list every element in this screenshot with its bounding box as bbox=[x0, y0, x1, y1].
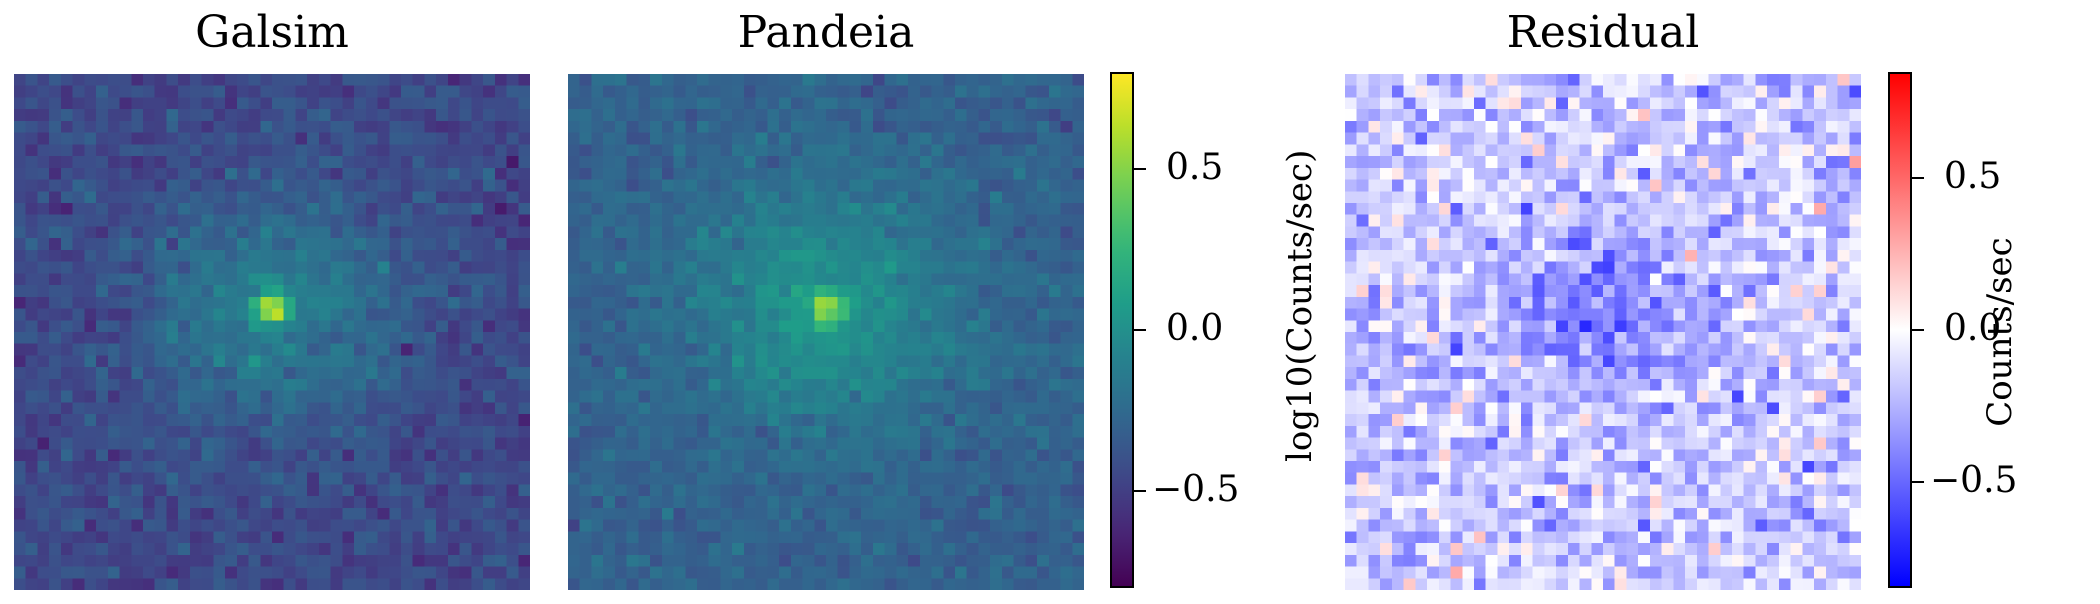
colorbar-tick-label: 0.0 bbox=[1166, 308, 1224, 349]
residual-heatmap bbox=[1345, 74, 1861, 590]
colorbar-tick bbox=[1912, 177, 1924, 180]
galsim-heatmap bbox=[14, 74, 530, 590]
residual-colorbar bbox=[1888, 72, 1912, 588]
residual-image bbox=[1345, 74, 1861, 590]
galsim-image bbox=[14, 74, 530, 590]
colorbar-tick-label: −0.5 bbox=[1930, 459, 2018, 501]
viridis-colorbar-label: log10(Counts/sec) bbox=[1280, 149, 1320, 462]
residual-title: Residual bbox=[1506, 7, 1700, 58]
colorbar-tick bbox=[1134, 167, 1146, 170]
pandeia-image bbox=[568, 74, 1084, 590]
pandeia-heatmap bbox=[568, 74, 1084, 590]
residual-colorbar-label: Counts/sec bbox=[1980, 237, 2020, 427]
colorbar-tick bbox=[1912, 480, 1924, 483]
colorbar-tick-label: −0.5 bbox=[1152, 469, 1240, 511]
pandeia-title: Pandeia bbox=[737, 7, 915, 58]
galsim-title: Galsim bbox=[195, 7, 349, 58]
viridis-colorbar bbox=[1110, 72, 1134, 588]
colorbar-tick-label: 0.5 bbox=[1944, 156, 2002, 198]
colorbar-tick bbox=[1134, 329, 1146, 331]
colorbar-tick bbox=[1134, 490, 1146, 493]
colorbar-tick-label: 0.0 bbox=[1944, 308, 2002, 349]
colorbar-tick bbox=[1912, 329, 1924, 331]
colorbar-tick-label: 0.5 bbox=[1166, 146, 1224, 188]
